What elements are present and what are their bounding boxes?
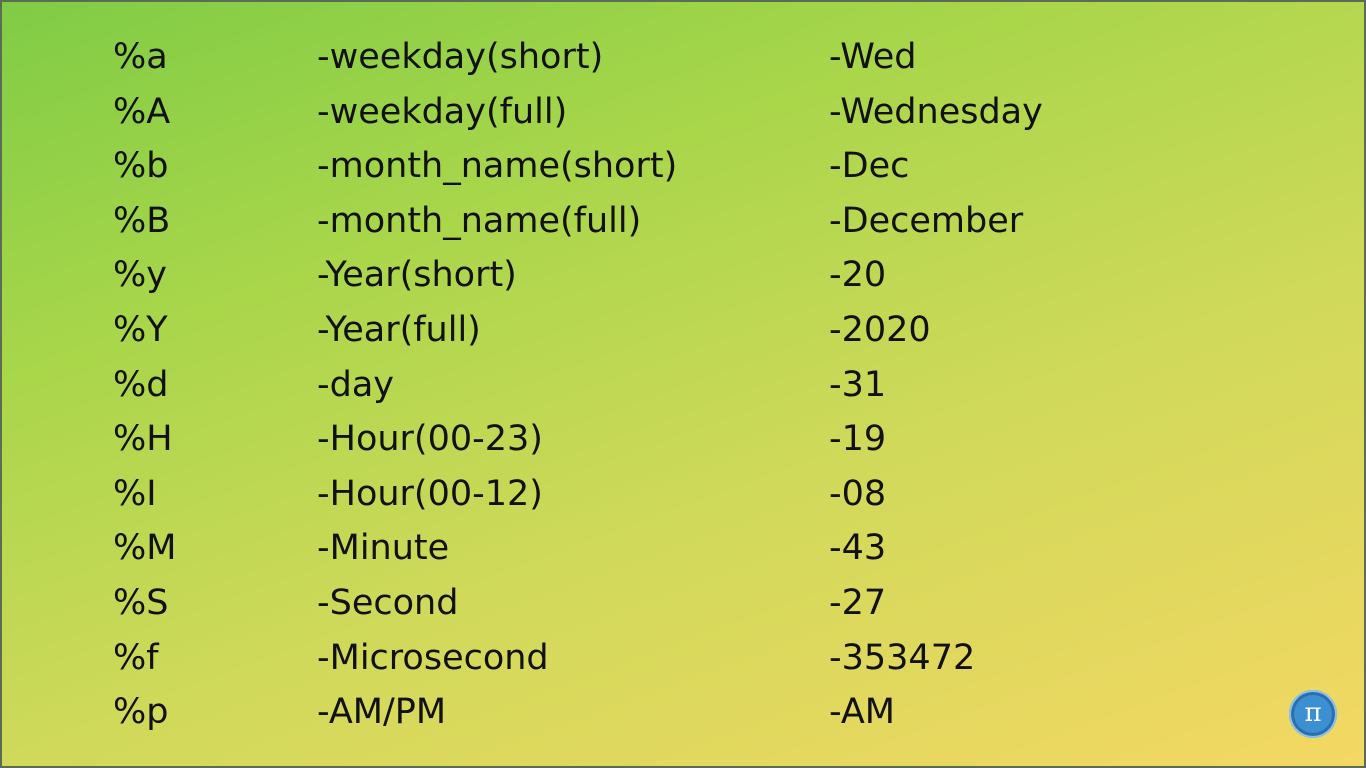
format-example: -31 <box>829 364 887 405</box>
table-row: %p -AM/PM -AM <box>113 685 1213 740</box>
pi-glyph: π <box>1294 695 1332 733</box>
format-code: %A <box>113 91 171 132</box>
format-description: -month_name(short) <box>317 146 678 187</box>
format-description: -Hour(00-23) <box>317 419 543 460</box>
format-description: -Year(full) <box>317 309 481 350</box>
format-description: -Minute <box>317 528 450 569</box>
table-row: %b -month_name(short) -Dec <box>113 139 1213 194</box>
table-row: %a -weekday(short) -Wed <box>113 30 1213 85</box>
format-code: %B <box>113 200 171 241</box>
format-description: -Hour(00-12) <box>317 473 543 514</box>
table-row: %S -Second -27 <box>113 576 1213 631</box>
format-code: %p <box>113 692 169 733</box>
format-description: -Year(short) <box>317 255 517 296</box>
format-code: %y <box>113 255 167 296</box>
format-code: %M <box>113 528 177 569</box>
format-description: -day <box>317 364 395 405</box>
format-code: %I <box>113 473 157 514</box>
format-example: -Wednesday <box>829 91 1043 132</box>
format-example: -08 <box>829 473 887 514</box>
table-row: %y -Year(short) -20 <box>113 248 1213 303</box>
format-description: -weekday(short) <box>317 37 604 77</box>
table-row: %f -Microsecond -353472 <box>113 631 1213 686</box>
pi-logo-icon[interactable]: π <box>1289 690 1337 738</box>
table-row: %M -Minute -43 <box>113 521 1213 576</box>
format-description: -month_name(full) <box>317 200 642 241</box>
format-example: -353472 <box>829 637 976 678</box>
format-example: -Wed <box>829 37 917 77</box>
format-example: -2020 <box>829 309 931 350</box>
table-row: %d -day -31 <box>113 358 1213 413</box>
format-example: -43 <box>829 528 887 569</box>
format-code: %a <box>113 37 168 77</box>
table-row: %Y -Year(full) -2020 <box>113 303 1213 358</box>
format-example: -20 <box>829 255 887 296</box>
format-code: %Y <box>113 309 168 350</box>
format-code: %S <box>113 582 169 623</box>
format-codes-table: %a -weekday(short) -Wed %A -weekday(full… <box>113 30 1213 740</box>
table-row: %B -month_name(full) -December <box>113 194 1213 249</box>
table-row: %H -Hour(00-23) -19 <box>113 412 1213 467</box>
format-example: -December <box>829 200 1024 241</box>
format-example: -19 <box>829 419 887 460</box>
format-code: %f <box>113 637 159 678</box>
table-row: %I -Hour(00-12) -08 <box>113 467 1213 522</box>
format-description: -weekday(full) <box>317 91 568 132</box>
format-code: %d <box>113 364 169 405</box>
format-example: -27 <box>829 582 887 623</box>
format-example: -Dec <box>829 146 910 187</box>
format-example: -AM <box>829 692 896 733</box>
table-row: %A -weekday(full) -Wednesday <box>113 85 1213 140</box>
format-code: %H <box>113 419 173 460</box>
format-code: %b <box>113 146 169 187</box>
format-description: -Second <box>317 582 459 623</box>
format-description: -AM/PM <box>317 692 447 733</box>
format-description: -Microsecond <box>317 637 549 678</box>
